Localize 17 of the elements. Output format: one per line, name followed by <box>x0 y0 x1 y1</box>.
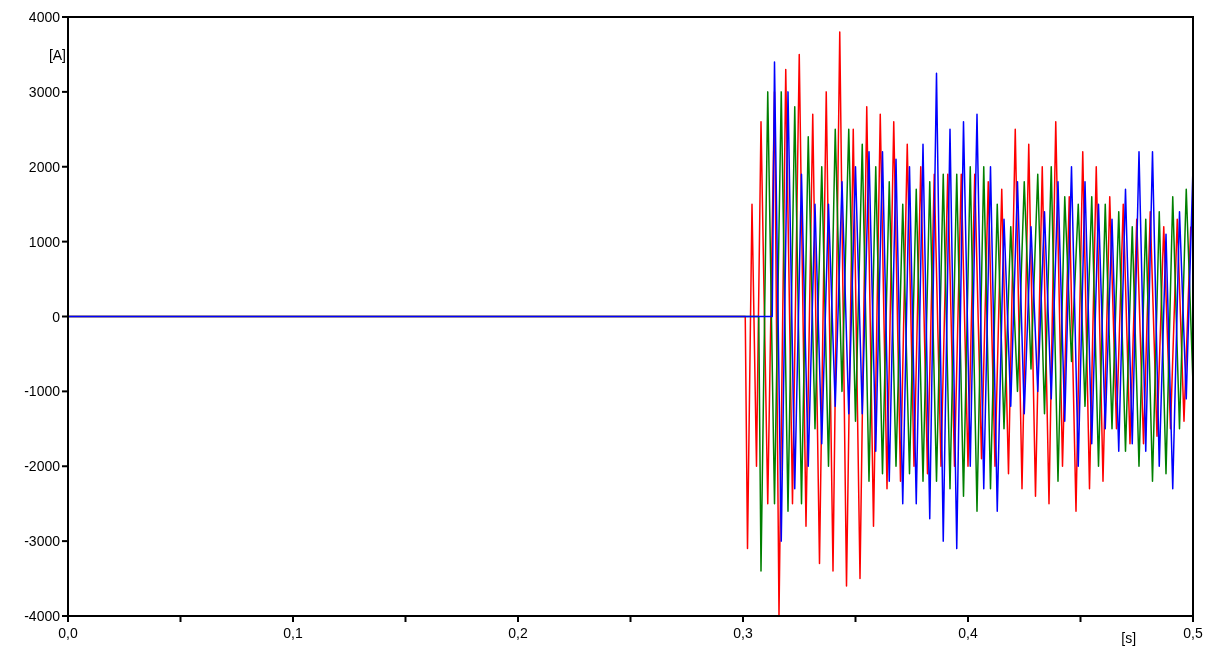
y-tick-label: 0 <box>52 308 61 325</box>
y-tick-label: 4000 <box>28 9 61 25</box>
y-tick-label: -3000 <box>24 533 61 550</box>
x-tick-label: 0,4 <box>958 625 978 641</box>
y-tick-label: -1000 <box>24 383 61 400</box>
x-tick-label: 0,3 <box>733 625 753 641</box>
x-axis-title: [s] <box>1121 630 1137 646</box>
x-tick-label: 0,1 <box>283 625 303 641</box>
y-tick-label: 1000 <box>28 233 61 250</box>
x-tick-label: 0,2 <box>508 625 528 641</box>
y-tick-label: -4000 <box>24 608 61 624</box>
x-tick-label: 0,0 <box>58 625 78 641</box>
y-tick-label: 3000 <box>28 83 61 100</box>
x-tick-label: 0,5 <box>1183 625 1203 641</box>
y-tick-label: -2000 <box>24 458 61 475</box>
y-axis-title: [A] <box>48 47 66 63</box>
y-tick-label: 2000 <box>28 158 61 175</box>
